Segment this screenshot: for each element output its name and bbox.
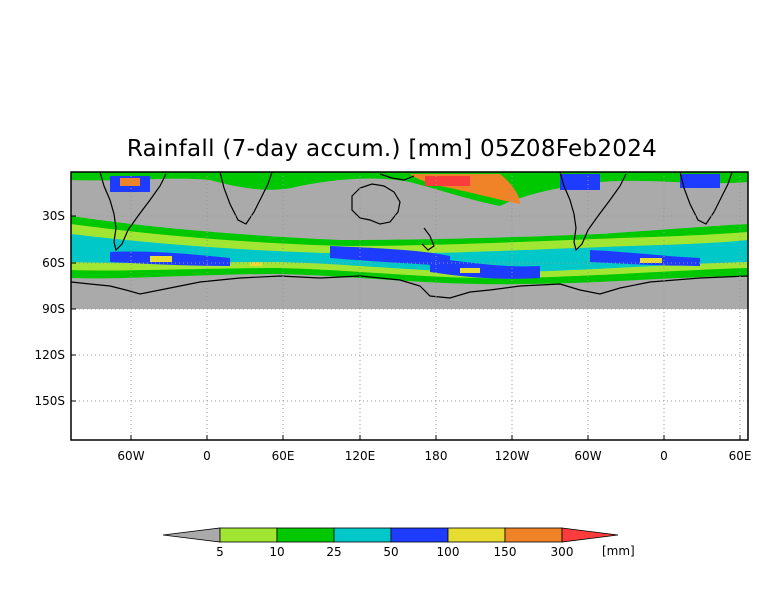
y-tick-label: 120S	[34, 348, 65, 362]
y-tick-label: 90S	[42, 302, 65, 316]
rain-band-25mm	[71, 234, 748, 273]
x-tick-label: 0	[203, 449, 211, 463]
coastlines	[71, 172, 748, 299]
rain-band-100mm	[460, 268, 480, 273]
south-america-coast-repeat	[559, 172, 627, 252]
y-tick-label: 150S	[34, 394, 65, 408]
gridlines	[71, 172, 748, 440]
colorbar-label: 300	[551, 545, 574, 559]
x-tick-label: 120E	[345, 449, 376, 463]
rain-band-100mm	[640, 258, 662, 263]
rain-band-50mm	[560, 174, 600, 190]
x-tick-label: 60E	[272, 449, 295, 463]
x-tick-label: 60W	[574, 449, 601, 463]
plot-frame	[70, 171, 749, 441]
colorbar-label: 25	[326, 545, 341, 559]
africa-coast-repeat	[679, 172, 733, 225]
new-zealand-coast	[421, 227, 435, 251]
south-america-coast	[99, 172, 167, 252]
colorbar-label: 50	[383, 545, 398, 559]
colorbar: 5 10 25 50 100 150 300	[162, 527, 619, 559]
precipitation-field	[71, 172, 748, 285]
africa-coast	[219, 172, 273, 225]
colorbar-high-arrow	[561, 527, 619, 543]
rain-band-150mm	[120, 178, 140, 186]
colorbar-segment	[447, 527, 506, 543]
x-tick-label: 180	[425, 449, 448, 463]
rain-band-300mm	[425, 176, 470, 186]
australia-coast	[351, 183, 401, 225]
colorbar-segment	[390, 527, 449, 543]
y-tick-label: 30S	[42, 209, 65, 223]
x-tick-label: 60E	[729, 449, 752, 463]
colorbar-segment	[504, 527, 563, 543]
colorbar-label: 150	[494, 545, 517, 559]
colorbar-unit: [mm]	[602, 544, 635, 558]
x-tick-label: 60W	[117, 449, 144, 463]
colorbar-segment	[219, 527, 278, 543]
rain-band-50mm	[430, 258, 540, 279]
colorbar-segment	[276, 527, 335, 543]
rain-band-50mm	[680, 174, 720, 188]
colorbar-label: 5	[216, 545, 224, 559]
x-tick-label: 0	[660, 449, 668, 463]
new-guinea-coast	[379, 173, 415, 181]
colorbar-segment	[333, 527, 392, 543]
rain-band-50mm	[330, 246, 450, 266]
axes: 30S 60S 90S 120S 150S 60W 0 60E 120E 180 120W 60W 0 6…	[34, 209, 751, 463]
x-tick-label: 120W	[495, 449, 530, 463]
colorbar-label: 100	[437, 545, 460, 559]
rain-band-100mm	[150, 256, 172, 262]
colorbar-low-arrow	[162, 527, 221, 543]
antarctica-coast	[71, 275, 748, 299]
y-tick-label: 60S	[42, 256, 65, 270]
chart-title: Rainfall (7-day accum.) [mm] 05Z08Feb202…	[126, 136, 658, 162]
colorbar-label: 10	[269, 545, 284, 559]
